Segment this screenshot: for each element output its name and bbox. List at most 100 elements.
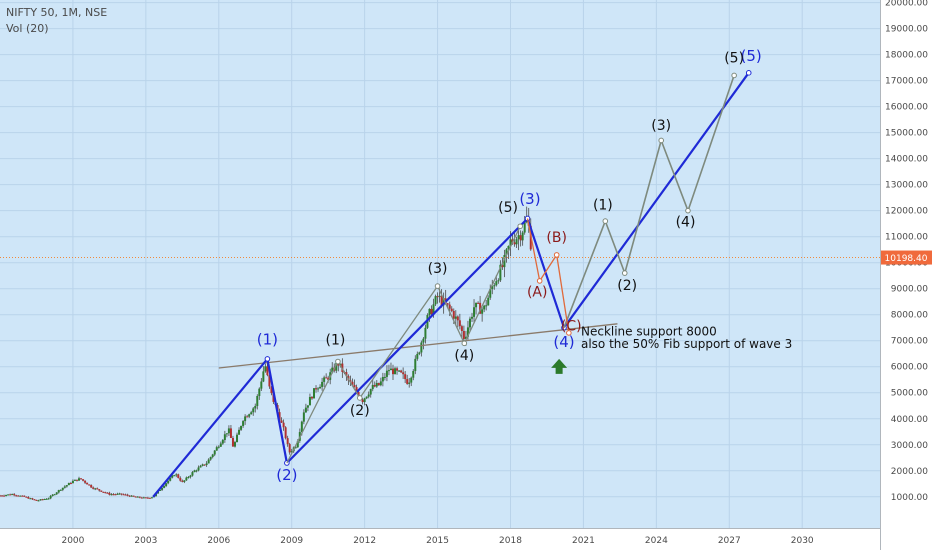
candle-body [106, 492, 109, 494]
candle-body [252, 408, 255, 413]
candle-body [15, 495, 18, 497]
candle-body [35, 499, 38, 501]
candle-body [353, 384, 356, 388]
candle-body [132, 495, 135, 497]
x-tick-label: 2021 [572, 536, 595, 546]
candle-body [223, 434, 226, 441]
candle-body [428, 308, 431, 316]
candle-body [124, 494, 127, 496]
candle-body [148, 497, 151, 499]
wave-point-primary [284, 460, 290, 466]
candle-body [260, 381, 263, 389]
wave-label-intermediate: (4) [454, 348, 474, 364]
candle-body [479, 302, 482, 314]
candle-body [136, 496, 139, 498]
y-tick-label: 2000.00 [891, 467, 928, 477]
wave-line-primary [152, 72, 750, 498]
candle-body [501, 264, 504, 268]
candle-body [161, 487, 164, 490]
candle-body [473, 307, 476, 317]
annotation-text: Neckline support 8000 [581, 324, 717, 338]
candle-body [185, 477, 188, 481]
candle-body [120, 493, 123, 495]
wave-point-projected [685, 207, 691, 214]
y-axis-panel [880, 0, 932, 550]
candle-body [442, 298, 445, 306]
candle-body [114, 494, 117, 496]
candle-body [294, 447, 297, 449]
candle-body [310, 396, 313, 399]
candle-body [193, 470, 196, 473]
candle-body [53, 494, 56, 496]
candle-body [82, 479, 85, 481]
candle-body [39, 499, 42, 501]
candle-body [361, 399, 364, 403]
candle-body [412, 370, 415, 378]
candle-body [175, 474, 178, 476]
neckline [218, 323, 618, 369]
x-tick-label: 2018 [499, 536, 522, 546]
candle-body [450, 308, 453, 311]
y-tick-label: 6000.00 [891, 363, 928, 373]
candle-body [349, 380, 352, 382]
candle-body [513, 242, 516, 245]
candle-body [159, 489, 162, 491]
candle-body [383, 376, 386, 378]
candle-body [173, 475, 176, 477]
candle-body [505, 249, 508, 256]
candle-body [7, 494, 10, 496]
x-tick-label: 2030 [791, 536, 814, 546]
candle-body [1, 495, 4, 497]
wave-point-projected [658, 137, 665, 144]
candle-body [9, 494, 12, 496]
candle-body [138, 496, 141, 498]
candle-body [100, 490, 103, 492]
candle-body [483, 305, 486, 310]
candle-body [377, 383, 380, 386]
candle-body [246, 416, 249, 418]
candle-body [487, 297, 490, 306]
candle-body [23, 495, 26, 497]
candle-body [420, 342, 423, 353]
candle-body [209, 457, 212, 460]
candle-body [84, 480, 87, 483]
wave-point-primary [264, 356, 271, 362]
candle-body [37, 500, 40, 502]
candle-body [300, 421, 303, 433]
candle-body [432, 304, 435, 315]
candle-body [387, 370, 390, 372]
y-tick-label: 7000.00 [891, 337, 928, 347]
candle-body [195, 470, 198, 472]
candle-body [65, 485, 68, 487]
wave-line-correction [526, 218, 570, 333]
candle-body [369, 389, 372, 395]
x-tick-label: 2009 [280, 536, 303, 546]
candle-body [126, 494, 129, 496]
candle-body [481, 309, 484, 314]
candle-body [503, 255, 506, 268]
candle-body [3, 495, 6, 497]
candle-body [351, 381, 354, 385]
candle-body [306, 405, 309, 408]
candle-body [227, 428, 230, 434]
y-tick-label: 11000.00 [885, 233, 928, 243]
candle-body [466, 327, 469, 337]
candle-body [264, 366, 267, 372]
y-tick-label: 12000.00 [885, 207, 928, 217]
wave-point-projected [621, 270, 628, 276]
candle-body [75, 479, 78, 481]
grid [0, 0, 880, 528]
wave-label-projected: (5) [724, 50, 744, 66]
wave-labels: (1)(2)(3)(4)(5)(1)(2)(3)(4)(5) (1)(2)(3)(… [257, 47, 762, 484]
candle-body [448, 304, 451, 309]
candle-body [187, 477, 190, 479]
candle-body [460, 326, 463, 331]
candle-body [392, 368, 395, 375]
candle-body [438, 295, 441, 297]
candle-body [418, 352, 421, 354]
candle-body [379, 381, 382, 386]
wave-label-correction: (A) [527, 285, 548, 301]
candle-body [59, 489, 62, 491]
